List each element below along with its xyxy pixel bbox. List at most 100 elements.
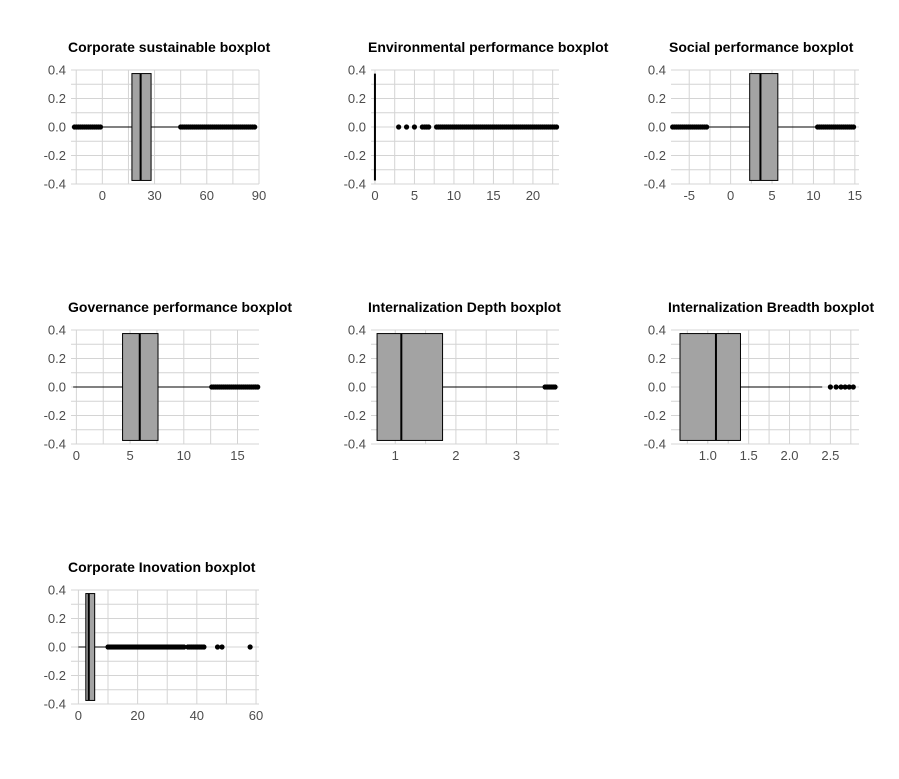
x-tick-label: 1 [392, 448, 399, 463]
panel-title: Environmental performance boxplot [368, 39, 609, 55]
outlier-point [419, 124, 425, 130]
x-tick-label: 0 [75, 708, 82, 723]
outlier-point [181, 644, 187, 650]
y-tick-label: 0.0 [48, 120, 66, 135]
y-tick-label: 0.4 [648, 323, 666, 338]
panel-title: Internalization Breadth boxplot [668, 299, 874, 315]
x-tick-label: 10 [806, 188, 820, 203]
y-tick-label: -0.2 [644, 408, 666, 423]
x-tick-label: 3 [513, 448, 520, 463]
y-tick-label: 0.2 [48, 91, 66, 106]
x-tick-label: 60 [249, 708, 263, 723]
outlier-points [670, 124, 857, 130]
y-tick-label: 0.4 [48, 63, 66, 78]
y-tick-label: 0.2 [648, 91, 666, 106]
y-tick-label: 0.2 [48, 611, 66, 626]
y-tick-label: -0.2 [644, 148, 666, 163]
outlier-point [214, 644, 221, 650]
outlier-points [71, 124, 258, 130]
panel-title: Corporate Inovation boxplot [68, 559, 256, 575]
y-tick-label: 0.2 [348, 351, 366, 366]
outlier-point [411, 124, 418, 130]
y-tick-label: 0.0 [648, 380, 666, 395]
x-tick-label: 60 [200, 188, 214, 203]
y-tick-label: -0.4 [644, 437, 666, 452]
x-tick-label: 90 [252, 188, 266, 203]
x-tick-label: 5 [768, 188, 775, 203]
y-tick-label: -0.4 [44, 177, 66, 192]
panel-social-performance: Social performance boxplot -0.4 -0.2 0.0 0.2… [644, 39, 862, 203]
outlier-point [850, 384, 856, 390]
outlier-point [252, 124, 258, 130]
outlier-point [827, 384, 833, 390]
y-tick-label: 0.2 [48, 351, 66, 366]
y-tick-label: 0.4 [348, 323, 366, 338]
x-tick-label: 1.5 [740, 448, 758, 463]
x-tick-label: 1.0 [699, 448, 717, 463]
outlier-point [553, 124, 560, 130]
outlier-point [219, 644, 225, 650]
panel-governance-performance: Governance performance boxplot -0.4 -0.2 0.… [44, 299, 293, 463]
y-tick-label: 0.2 [348, 91, 366, 106]
x-tick-label: 10 [447, 188, 461, 203]
y-tick-label: -0.2 [344, 408, 366, 423]
y-tick-label: 0.0 [648, 120, 666, 135]
outlier-point [704, 124, 710, 130]
y-tick-label: -0.4 [344, 177, 366, 192]
outlier-point [552, 384, 558, 390]
panel-internalization-breadth: Internalization Breadth boxplot -0.4 -0.2 0… [644, 299, 875, 463]
outlier-point [97, 124, 104, 130]
outlier-point [403, 124, 410, 130]
panel-title: Governance performance boxplot [68, 299, 292, 315]
x-tick-label: 5 [411, 188, 418, 203]
y-tick-label: 0.0 [48, 640, 66, 655]
outlier-points [105, 644, 253, 650]
y-tick-label: 0.0 [348, 120, 366, 135]
y-tick-label: 0.2 [648, 351, 666, 366]
x-tick-label: 0 [727, 188, 734, 203]
y-tick-label: -0.4 [644, 177, 666, 192]
panel-corporate-sustainable: Corporate sustainable boxplot -0.4 -0.2 0.0… [44, 39, 271, 203]
iqr-box [376, 333, 444, 441]
panel-internalization-depth: Internalization Depth boxplot -0.4 -0.2 0.0… [344, 299, 562, 463]
outlier-points [209, 384, 261, 390]
panel-environmental-performance: Environmental performance boxplot -0.4 -0.… [344, 39, 609, 203]
x-tick-label: 5 [126, 448, 133, 463]
y-tick-label: 0.4 [348, 63, 366, 78]
x-tick-label: 0 [73, 448, 80, 463]
x-tick-label: 10 [177, 448, 191, 463]
outlier-point [255, 384, 261, 390]
iqr-box [679, 333, 741, 441]
iqr-box [85, 593, 96, 701]
x-tick-label: -5 [683, 188, 695, 203]
y-tick-label: 0.4 [48, 583, 66, 598]
panel-title: Corporate sustainable boxplot [68, 39, 271, 55]
x-tick-label: 0 [371, 188, 378, 203]
x-tick-label: 2.0 [780, 448, 798, 463]
iqr-box [749, 73, 779, 181]
y-tick-label: 0.0 [48, 380, 66, 395]
y-tick-label: -0.2 [344, 148, 366, 163]
y-tick-label: 0.4 [648, 63, 666, 78]
outlier-point [850, 124, 857, 130]
outlier-point [247, 644, 253, 650]
x-tick-label: 20 [130, 708, 144, 723]
y-tick-label: -0.4 [44, 437, 66, 452]
x-tick-label: 15 [848, 188, 862, 203]
outlier-point [426, 124, 432, 130]
x-tick-label: 0 [99, 188, 106, 203]
x-tick-label: 40 [190, 708, 204, 723]
outlier-point [842, 384, 848, 390]
panel-title: Social performance boxplot [669, 39, 854, 55]
y-tick-label: -0.4 [344, 437, 366, 452]
outlier-points [827, 384, 856, 390]
y-tick-label: 0.0 [348, 380, 366, 395]
outlier-points [542, 384, 558, 390]
y-tick-label: -0.2 [44, 668, 66, 683]
outlier-point [833, 384, 839, 390]
outlier-point [838, 384, 844, 390]
y-tick-label: -0.2 [44, 148, 66, 163]
x-tick-label: 2.5 [821, 448, 839, 463]
y-tick-label: -0.2 [44, 408, 66, 423]
